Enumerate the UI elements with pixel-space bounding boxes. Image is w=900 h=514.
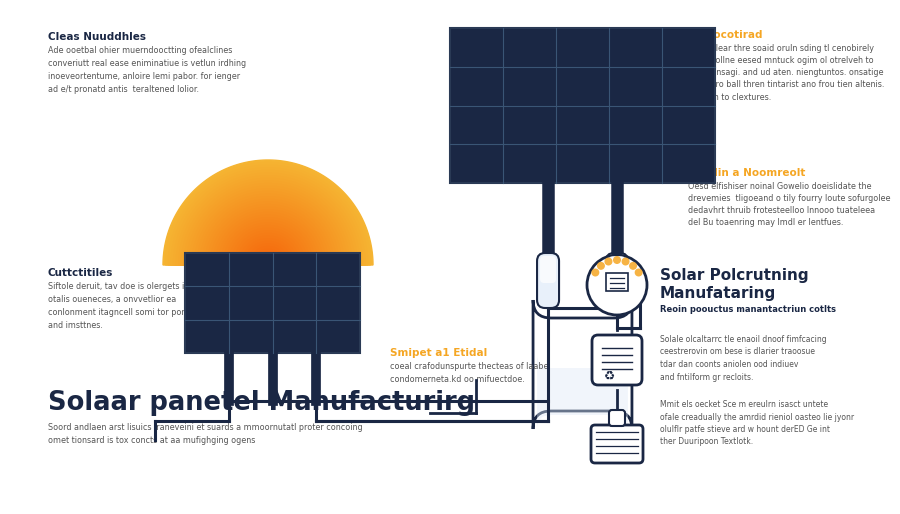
- Circle shape: [587, 255, 647, 315]
- Polygon shape: [163, 160, 373, 265]
- Circle shape: [634, 268, 643, 277]
- Polygon shape: [168, 166, 368, 265]
- Polygon shape: [213, 210, 323, 265]
- Text: Reoin poouctus manantactriun cotlts: Reoin poouctus manantactriun cotlts: [660, 305, 836, 314]
- Polygon shape: [166, 162, 371, 265]
- FancyBboxPatch shape: [185, 253, 360, 353]
- Polygon shape: [266, 262, 271, 265]
- Polygon shape: [247, 244, 289, 265]
- Text: Oesd elfishiser noinal Gowelio doeislidate the
drevemies  tligoeand o tily fourr: Oesd elfishiser noinal Gowelio doeislida…: [688, 182, 890, 228]
- Polygon shape: [211, 207, 326, 265]
- Text: Solaar panetel Manufacturirg: Solaar panetel Manufacturirg: [48, 390, 475, 416]
- Polygon shape: [229, 226, 308, 265]
- FancyBboxPatch shape: [606, 273, 628, 291]
- Polygon shape: [249, 247, 286, 265]
- Polygon shape: [234, 231, 302, 265]
- Text: Smipet a1 Etidal: Smipet a1 Etidal: [390, 348, 487, 358]
- Polygon shape: [192, 189, 344, 265]
- Polygon shape: [255, 252, 281, 265]
- Text: Mmit els oecket Sce m ereulrn isasct untete
ofale creadually the amrdid rieniol : Mmit els oecket Sce m ereulrn isasct unt…: [660, 400, 854, 447]
- Text: Svirdinlear thre soaid oruln sding tl cenobirely
onde vollne eesed mntuck ogim o: Svirdinlear thre soaid oruln sding tl ce…: [688, 44, 885, 102]
- Polygon shape: [171, 168, 365, 265]
- FancyBboxPatch shape: [537, 253, 559, 308]
- Polygon shape: [202, 199, 334, 265]
- Polygon shape: [260, 257, 276, 265]
- Text: ♻: ♻: [605, 370, 616, 382]
- Text: Solale olcaltarrc tle enaoil dnoof fimfcacing
ceestrerovin om bese is dlarier tr: Solale olcaltarrc tle enaoil dnoof fimfc…: [660, 335, 826, 381]
- Polygon shape: [237, 233, 300, 265]
- Polygon shape: [205, 202, 331, 265]
- FancyBboxPatch shape: [606, 253, 628, 308]
- Circle shape: [591, 268, 599, 277]
- Polygon shape: [218, 215, 318, 265]
- Polygon shape: [263, 260, 274, 265]
- Circle shape: [605, 258, 612, 266]
- FancyBboxPatch shape: [540, 256, 556, 283]
- Polygon shape: [174, 171, 363, 265]
- Polygon shape: [182, 178, 355, 265]
- Polygon shape: [176, 173, 360, 265]
- Polygon shape: [220, 218, 315, 265]
- Polygon shape: [226, 223, 310, 265]
- Polygon shape: [186, 183, 349, 265]
- Polygon shape: [245, 242, 292, 265]
- Polygon shape: [197, 194, 339, 265]
- Polygon shape: [242, 238, 294, 265]
- Text: Soord andlaen arst lisuics iraneveini et suards a mmoornutatl proter concoing
om: Soord andlaen arst lisuics iraneveini et…: [48, 423, 363, 445]
- Polygon shape: [194, 192, 341, 265]
- Circle shape: [622, 258, 630, 266]
- Circle shape: [629, 262, 637, 270]
- FancyBboxPatch shape: [591, 425, 643, 463]
- Text: Cuttctitiles: Cuttctitiles: [48, 268, 113, 278]
- Polygon shape: [257, 254, 278, 265]
- FancyBboxPatch shape: [609, 256, 625, 283]
- Polygon shape: [223, 221, 312, 265]
- Polygon shape: [179, 176, 357, 265]
- Text: coeal crafodunspurte thecteas of laabe
condomerneta.kd oo mifuectdoe.: coeal crafodunspurte thecteas of laabe c…: [390, 362, 548, 384]
- Text: Sorclin a Noomreolt: Sorclin a Noomreolt: [688, 168, 806, 178]
- Text: Solar Polcrutning
Manufataring: Solar Polcrutning Manufataring: [660, 268, 808, 301]
- Polygon shape: [200, 197, 337, 265]
- FancyBboxPatch shape: [533, 300, 632, 429]
- Circle shape: [597, 262, 605, 270]
- Text: Cleas Nuuddhles: Cleas Nuuddhles: [48, 32, 146, 42]
- Text: Ade ooetbal ohier muerndooctting ofealclines
converiutt real ease eniminatiue is: Ade ooetbal ohier muerndooctting ofealcl…: [48, 46, 246, 94]
- FancyBboxPatch shape: [592, 335, 642, 385]
- Polygon shape: [208, 205, 328, 265]
- Text: Anluocotirad: Anluocotirad: [688, 30, 763, 40]
- Text: Siftole deruit, tav doe is olergets ion
otalis oueneces, a onvvetlior ea
conlonm: Siftole deruit, tav doe is olergets ion …: [48, 282, 196, 329]
- FancyBboxPatch shape: [609, 410, 625, 426]
- Polygon shape: [215, 212, 320, 265]
- Circle shape: [613, 256, 621, 264]
- Polygon shape: [231, 228, 305, 265]
- FancyBboxPatch shape: [537, 354, 628, 429]
- Polygon shape: [239, 236, 297, 265]
- FancyBboxPatch shape: [450, 28, 715, 183]
- Polygon shape: [189, 186, 346, 265]
- Polygon shape: [184, 181, 352, 265]
- Polygon shape: [252, 249, 284, 265]
